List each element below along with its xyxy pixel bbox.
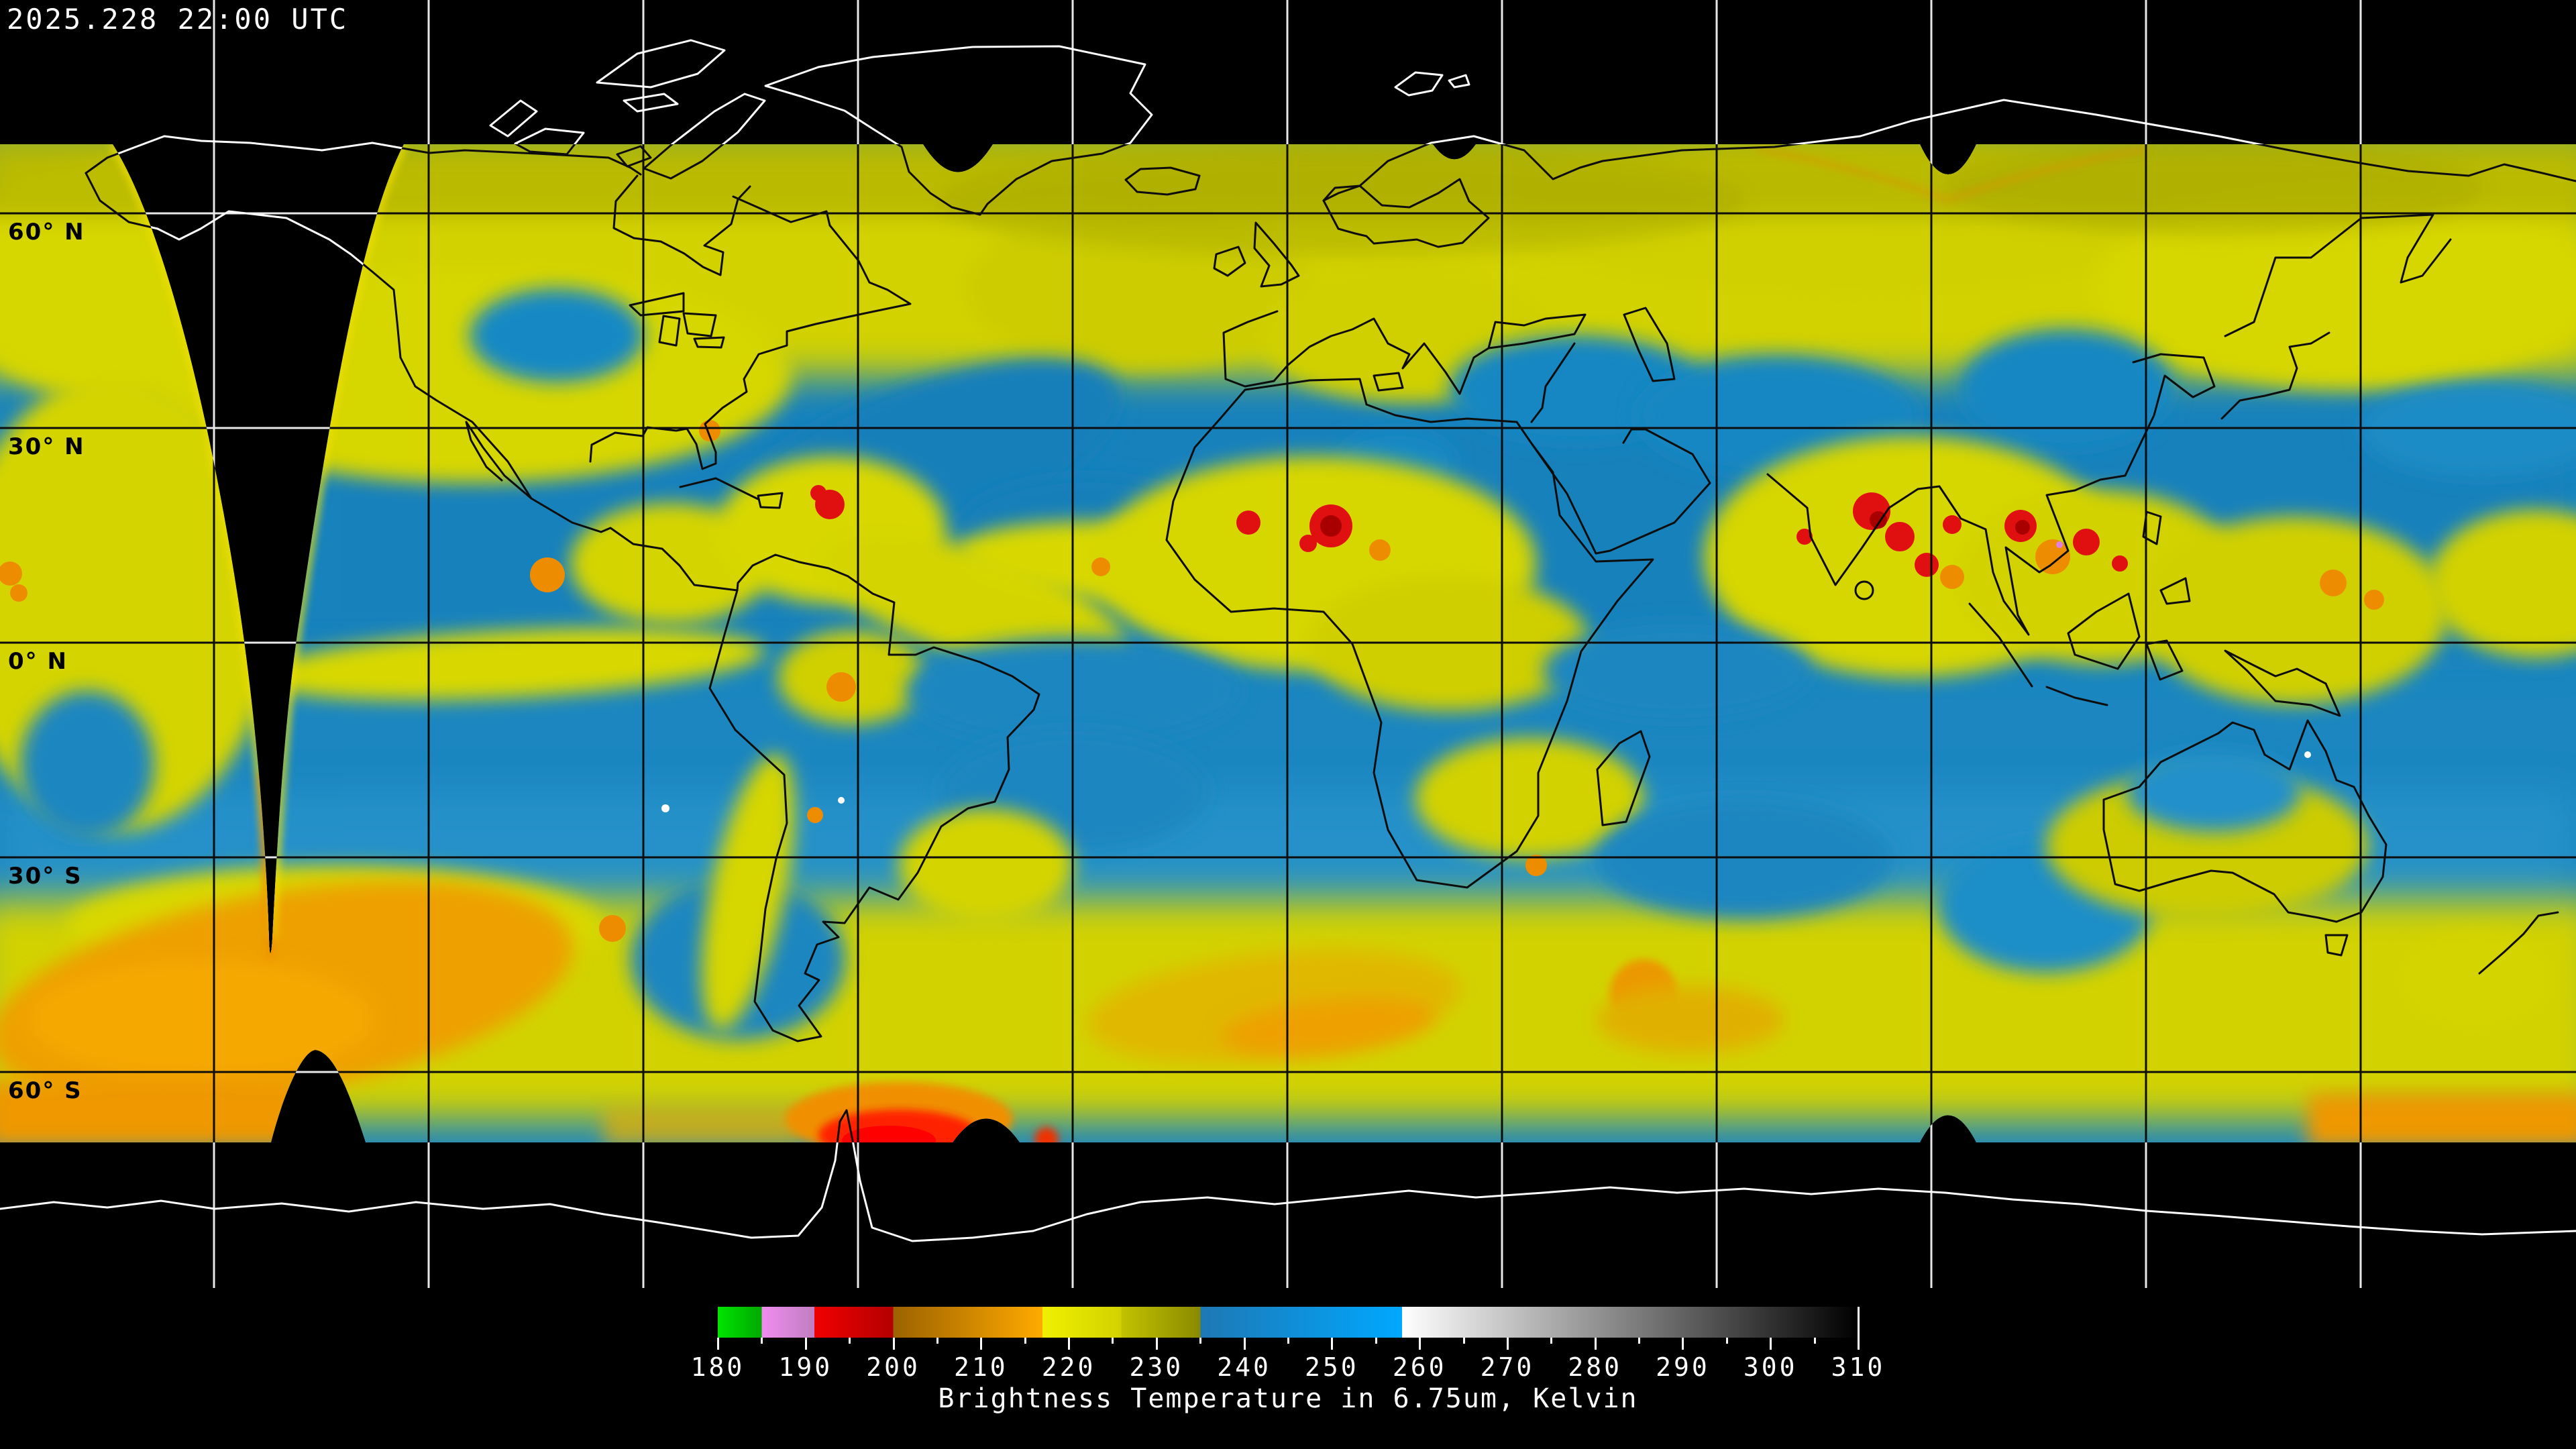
- colorbar-tick: [1155, 1338, 1158, 1350]
- colorbar-title: Brightness Temperature in 6.75um, Kelvin: [938, 1383, 1638, 1414]
- colorbar-tick-label: 310: [1831, 1352, 1886, 1382]
- colorbar-tick: [1112, 1338, 1114, 1344]
- colorbar-tick: [1813, 1338, 1816, 1344]
- colorbar-tick-label: 210: [953, 1352, 1008, 1382]
- colorbar-tick-label: 180: [690, 1352, 745, 1382]
- colorbar-tick: [1858, 1338, 1860, 1350]
- convective-hotspots: [0, 420, 2384, 942]
- colorbar-tick: [1287, 1338, 1289, 1344]
- latitude-label: 30° S: [8, 863, 83, 890]
- world-map-canvas: [0, 0, 2576, 1288]
- colorbar-tick: [1331, 1338, 1334, 1350]
- latitude-label: 30° N: [8, 433, 85, 460]
- colorbar-tick: [1462, 1338, 1465, 1344]
- colorbar-tick: [1419, 1338, 1421, 1350]
- colorbar-tick-label: 300: [1743, 1352, 1798, 1382]
- colorbar-tick: [1638, 1338, 1641, 1344]
- colorbar-tick: [1550, 1338, 1553, 1344]
- timestamp-label: 2025.228 22:00 UTC: [7, 3, 349, 36]
- colorbar-tick-label: 200: [866, 1352, 920, 1382]
- colorbar-tick: [1068, 1338, 1071, 1350]
- colorbar-tick: [717, 1338, 719, 1350]
- colorbar-tick: [804, 1338, 807, 1350]
- colorbar-tick: [892, 1338, 895, 1350]
- colorbar-tick: [849, 1338, 851, 1344]
- colorbar-tick: [1682, 1338, 1684, 1350]
- colorbar-tick: [1199, 1338, 1202, 1344]
- colorbar-tick: [1770, 1338, 1772, 1350]
- latitude-label: 60° N: [8, 219, 85, 246]
- colorbar-tick: [1243, 1338, 1246, 1350]
- colorbar-tick: [1375, 1338, 1377, 1344]
- colorbar-tick: [1594, 1338, 1597, 1350]
- colorbar-tick-label: 240: [1217, 1352, 1271, 1382]
- latitude-label: 0° N: [8, 648, 68, 675]
- colorbar-tick-label: 270: [1480, 1352, 1535, 1382]
- colorbar-gradient: [718, 1307, 1858, 1338]
- latitude-label: 60° S: [8, 1077, 83, 1104]
- colorbar: 180 190 200 210 220 230 240 250 260 270 280 290 300 3…: [0, 1288, 2576, 1449]
- colorbar-tick-label: 190: [778, 1352, 833, 1382]
- colorbar-tick-label: 230: [1129, 1352, 1184, 1382]
- colorbar-tick: [761, 1338, 763, 1344]
- colorbar-tick-label: 260: [1392, 1352, 1447, 1382]
- colorbar-tick: [1024, 1338, 1026, 1344]
- colorbar-end-border: [1858, 1307, 1860, 1338]
- colorbar-tick-label: 220: [1041, 1352, 1096, 1382]
- colorbar-tick-label: 280: [1568, 1352, 1622, 1382]
- satellite-data-layer: [0, 144, 2576, 1142]
- colorbar-tick: [936, 1338, 938, 1344]
- colorbar-tick-label: 290: [1656, 1352, 1710, 1382]
- colorbar-tick-label: 250: [1305, 1352, 1359, 1382]
- colorbar-tick: [1725, 1338, 1728, 1344]
- graticule-over-data: [0, 144, 2576, 1142]
- colorbar-tick: [980, 1338, 983, 1350]
- colorbar-tick: [1506, 1338, 1509, 1350]
